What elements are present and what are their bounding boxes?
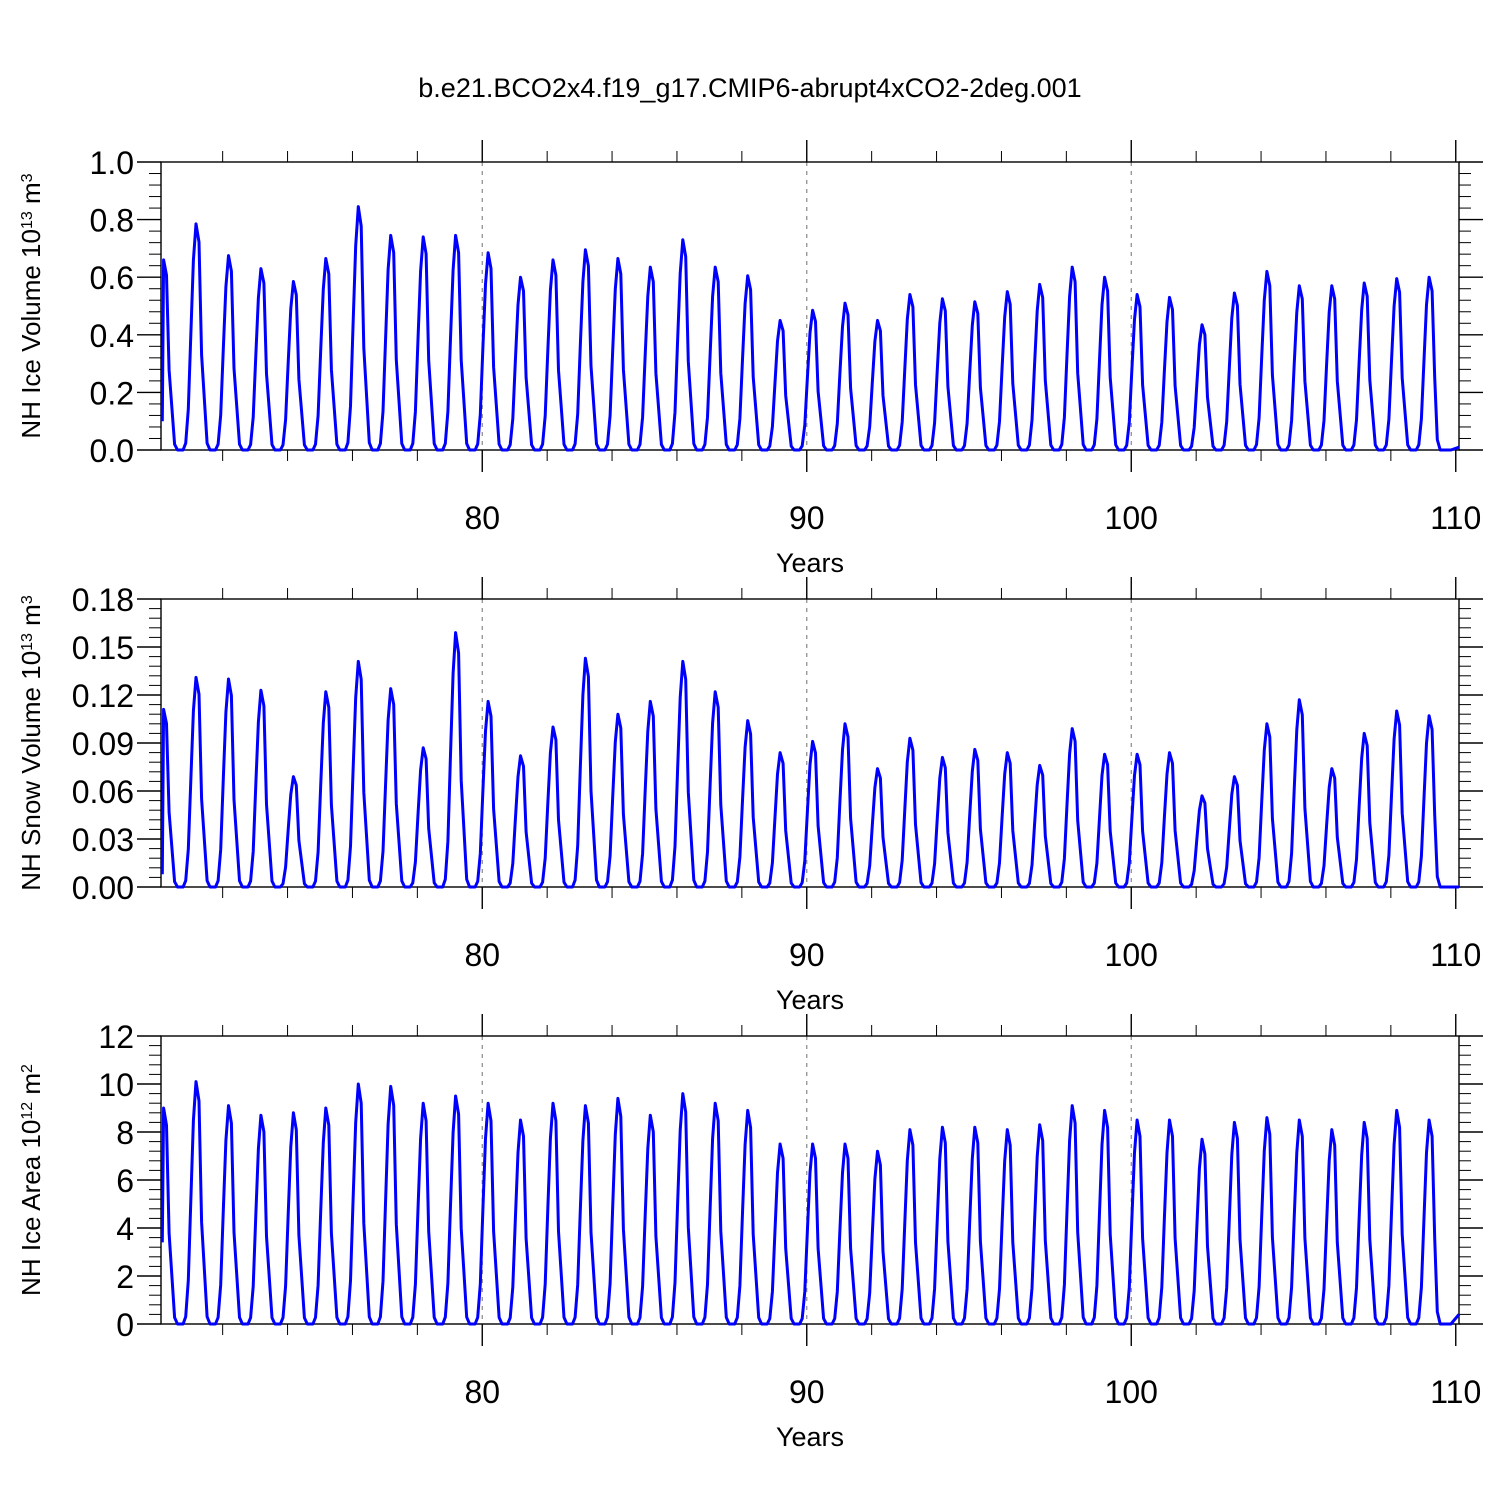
y-tick-label: 0.18 bbox=[72, 582, 134, 618]
x-tick-label: 90 bbox=[789, 500, 825, 536]
y-tick-label: 0 bbox=[116, 1307, 134, 1343]
y-axis-label-superscript: 2 bbox=[19, 1064, 36, 1073]
y-axis-label-superscript: 3 bbox=[19, 173, 36, 182]
y-axis-label-superscript: 13 bbox=[19, 633, 36, 651]
y-tick-label: 10 bbox=[98, 1067, 134, 1103]
x-tick-label: 100 bbox=[1105, 937, 1158, 973]
x-tick-label: 80 bbox=[464, 937, 500, 973]
y-axis-label-part: NH Ice Area 10 bbox=[16, 1120, 46, 1296]
y-axis-label-superscript: 12 bbox=[19, 1102, 36, 1120]
y-tick-label: 0.12 bbox=[72, 678, 134, 714]
y-tick-label: 0.6 bbox=[90, 260, 134, 296]
y-tick-label: 1.0 bbox=[90, 145, 134, 181]
y-axis-label: NH Ice Area 1012 m2 bbox=[16, 1064, 46, 1296]
x-tick-label: 110 bbox=[1430, 1374, 1481, 1410]
y-tick-label: 0.4 bbox=[90, 318, 134, 354]
y-tick-label: 12 bbox=[98, 1019, 134, 1055]
x-tick-label: 100 bbox=[1105, 500, 1158, 536]
figure-title: b.e21.BCO2x4.f19_g17.CMIP6-abrupt4xCO2-2… bbox=[418, 73, 1081, 103]
x-tick-label: 90 bbox=[789, 1374, 825, 1410]
y-tick-label: 0.06 bbox=[72, 774, 134, 810]
y-tick-label: 0.2 bbox=[90, 375, 134, 411]
y-tick-label: 4 bbox=[116, 1211, 134, 1247]
y-axis-label-part: m bbox=[16, 604, 46, 633]
y-tick-label: 0.15 bbox=[72, 630, 134, 666]
y-tick-label: 6 bbox=[116, 1163, 134, 1199]
y-axis-label-part: m bbox=[16, 1073, 46, 1102]
x-tick-label: 110 bbox=[1430, 937, 1481, 973]
y-axis-label-part: NH Snow Volume 10 bbox=[16, 651, 46, 891]
y-axis-label-part: m bbox=[16, 182, 46, 211]
x-axis-label: Years bbox=[776, 1422, 844, 1452]
plot-frame bbox=[160, 161, 1460, 451]
y-axis-label: NH Ice Volume 1013 m3 bbox=[16, 173, 46, 438]
y-tick-label: 2 bbox=[116, 1259, 134, 1295]
x-tick-label: 100 bbox=[1105, 1374, 1158, 1410]
x-tick-label: 80 bbox=[464, 1374, 500, 1410]
series-line-1 bbox=[160, 205, 1460, 452]
x-tick-label: 80 bbox=[464, 500, 500, 536]
x-axis-label: Years bbox=[776, 985, 844, 1015]
panel-1: 80 90 100 110 0.0 0.2 0.4 0.6 0.8 1.0 Years NH Ice … bbox=[16, 140, 1483, 578]
panel-2: 80 90 100 110 0.00 0.03 0.06 0.09 0.12 0.15 0.18 Ye… bbox=[16, 577, 1483, 1015]
y-axis-label-superscript: 3 bbox=[19, 595, 36, 604]
y-axis-label-superscript: 13 bbox=[19, 211, 36, 229]
y-tick-label: 0.09 bbox=[72, 726, 134, 762]
x-axis-label: Years bbox=[776, 548, 844, 578]
series-line-3 bbox=[160, 1080, 1461, 1326]
y-tick-label: 0.03 bbox=[72, 822, 134, 858]
x-tick-label: 90 bbox=[789, 937, 825, 973]
y-tick-label: 0.0 bbox=[90, 433, 134, 469]
series-line-2 bbox=[160, 631, 1459, 889]
y-axis-label: NH Snow Volume 1013 m3 bbox=[16, 595, 46, 891]
y-axis-label-part: NH Ice Volume 10 bbox=[16, 229, 46, 439]
y-tick-label: 0.8 bbox=[90, 203, 134, 239]
x-tick-label: 110 bbox=[1430, 500, 1481, 536]
y-tick-label: 0.00 bbox=[72, 870, 134, 906]
y-tick-label: 8 bbox=[116, 1115, 134, 1151]
